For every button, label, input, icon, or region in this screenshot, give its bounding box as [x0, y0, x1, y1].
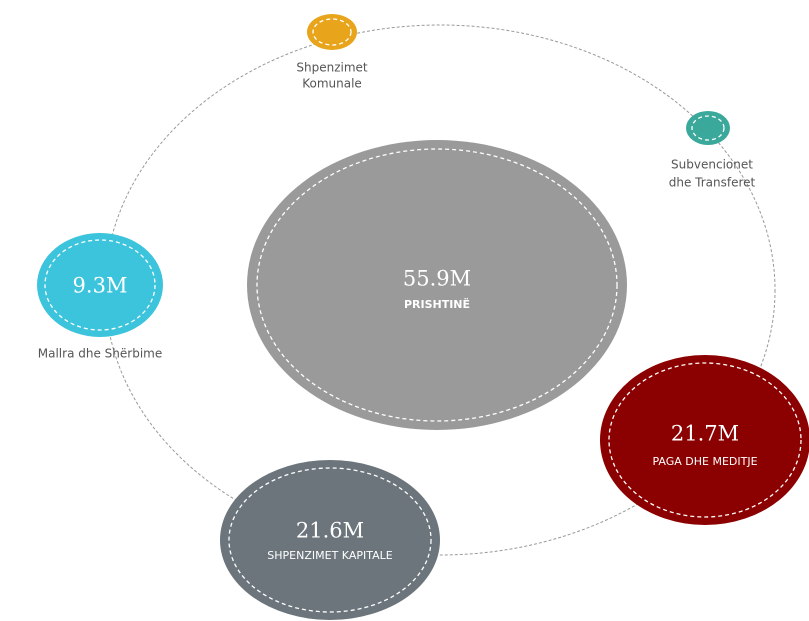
node-label: dhe Transferet: [669, 176, 756, 190]
node-label: Komunale: [302, 77, 362, 91]
center-label: PRISHTINË: [404, 297, 470, 311]
node-center: [247, 140, 627, 430]
node-kapitale-ring: [228, 467, 432, 613]
node-label: Shpenzimet: [296, 61, 368, 75]
node-komunale-ring: [312, 18, 352, 46]
node-label: SHPENZIMET KAPITALE: [267, 549, 392, 562]
node-center-ring: [256, 148, 618, 422]
node-mallra: [37, 233, 163, 337]
node-paga-ring: [608, 362, 802, 518]
node-value: 21.6M: [296, 519, 364, 543]
node-label: Subvencionet: [671, 158, 753, 172]
node-kapitale: [220, 460, 440, 620]
node-label: Mallra dhe Shërbime: [38, 347, 162, 361]
node-mallra-ring: [44, 239, 156, 331]
node-value: 21.7M: [671, 422, 739, 446]
node-value: 9.3M: [73, 274, 128, 298]
node-paga: [600, 355, 809, 525]
node-label: PAGA DHE MEDITJE: [652, 455, 757, 468]
node-subvencionet-ring: [691, 115, 725, 141]
center-value: 55.9M: [403, 267, 471, 291]
node-komunale: [307, 14, 357, 50]
